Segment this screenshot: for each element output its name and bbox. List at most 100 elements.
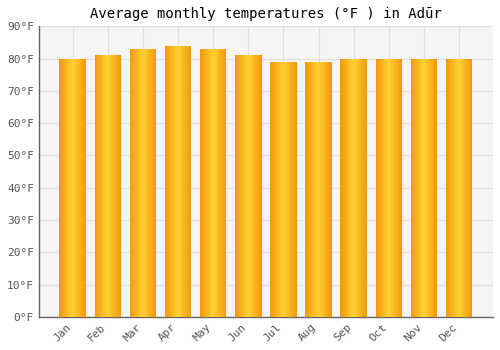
Bar [84,58,85,317]
Bar [462,58,464,317]
Bar [323,62,324,317]
Bar [425,58,426,317]
Bar [174,46,176,317]
Bar [345,58,346,317]
Bar [434,58,436,317]
Bar [412,58,414,317]
Bar [99,55,100,317]
Bar [322,62,323,317]
Bar [150,49,151,317]
Bar [314,62,315,317]
Bar [104,55,106,317]
Bar [378,58,380,317]
Bar [308,62,309,317]
Bar [280,62,281,317]
Bar [187,46,188,317]
Bar [318,62,320,317]
Bar [176,46,178,317]
Bar [460,58,461,317]
Bar [72,58,73,317]
Bar [64,58,65,317]
Bar [394,58,395,317]
Bar [215,49,216,317]
Bar [326,62,328,317]
Bar [358,58,359,317]
Bar [287,62,288,317]
Bar [213,49,214,317]
Bar [66,58,68,317]
Bar [274,62,276,317]
Bar [102,55,104,317]
Bar [446,58,447,317]
Bar [138,49,140,317]
Bar [364,58,366,317]
Bar [398,58,400,317]
Bar [310,62,311,317]
Bar [414,58,416,317]
Bar [310,62,312,317]
Bar [380,58,381,317]
Bar [242,55,243,317]
Bar [400,58,402,317]
Bar [108,55,109,317]
Bar [281,62,282,317]
Bar [317,62,318,317]
Bar [69,58,70,317]
Bar [343,58,344,317]
Bar [64,58,66,317]
Bar [450,58,452,317]
Bar [144,49,146,317]
Bar [222,49,223,317]
Bar [85,58,86,317]
Bar [382,58,383,317]
Bar [136,49,138,317]
Bar [359,58,360,317]
Bar [120,55,121,317]
Bar [451,58,452,317]
Bar [428,58,430,317]
Bar [110,55,112,317]
Bar [105,55,106,317]
Bar [249,55,250,317]
Bar [149,49,150,317]
Bar [252,55,254,317]
Bar [360,58,362,317]
Bar [295,62,296,317]
Bar [252,55,253,317]
Bar [210,49,212,317]
Bar [278,62,279,317]
Bar [431,58,432,317]
Bar [166,46,168,317]
Bar [468,58,470,317]
Bar [154,49,156,317]
Bar [238,55,240,317]
Bar [166,46,167,317]
Bar [344,58,345,317]
Bar [386,58,387,317]
Bar [179,46,180,317]
Bar [393,58,394,317]
Bar [250,55,251,317]
Bar [155,49,156,317]
Bar [340,58,342,317]
Bar [417,58,418,317]
Bar [354,58,356,317]
Bar [352,58,353,317]
Bar [272,62,273,317]
Bar [418,58,420,317]
Bar [61,58,62,317]
Bar [432,58,433,317]
Bar [134,49,135,317]
Bar [136,49,137,317]
Bar [436,58,438,317]
Bar [459,58,460,317]
Bar [389,58,390,317]
Bar [256,55,257,317]
Bar [458,58,459,317]
Bar [273,62,274,317]
Bar [115,55,116,317]
Bar [180,46,182,317]
Bar [107,55,108,317]
Bar [80,58,82,317]
Bar [132,49,134,317]
